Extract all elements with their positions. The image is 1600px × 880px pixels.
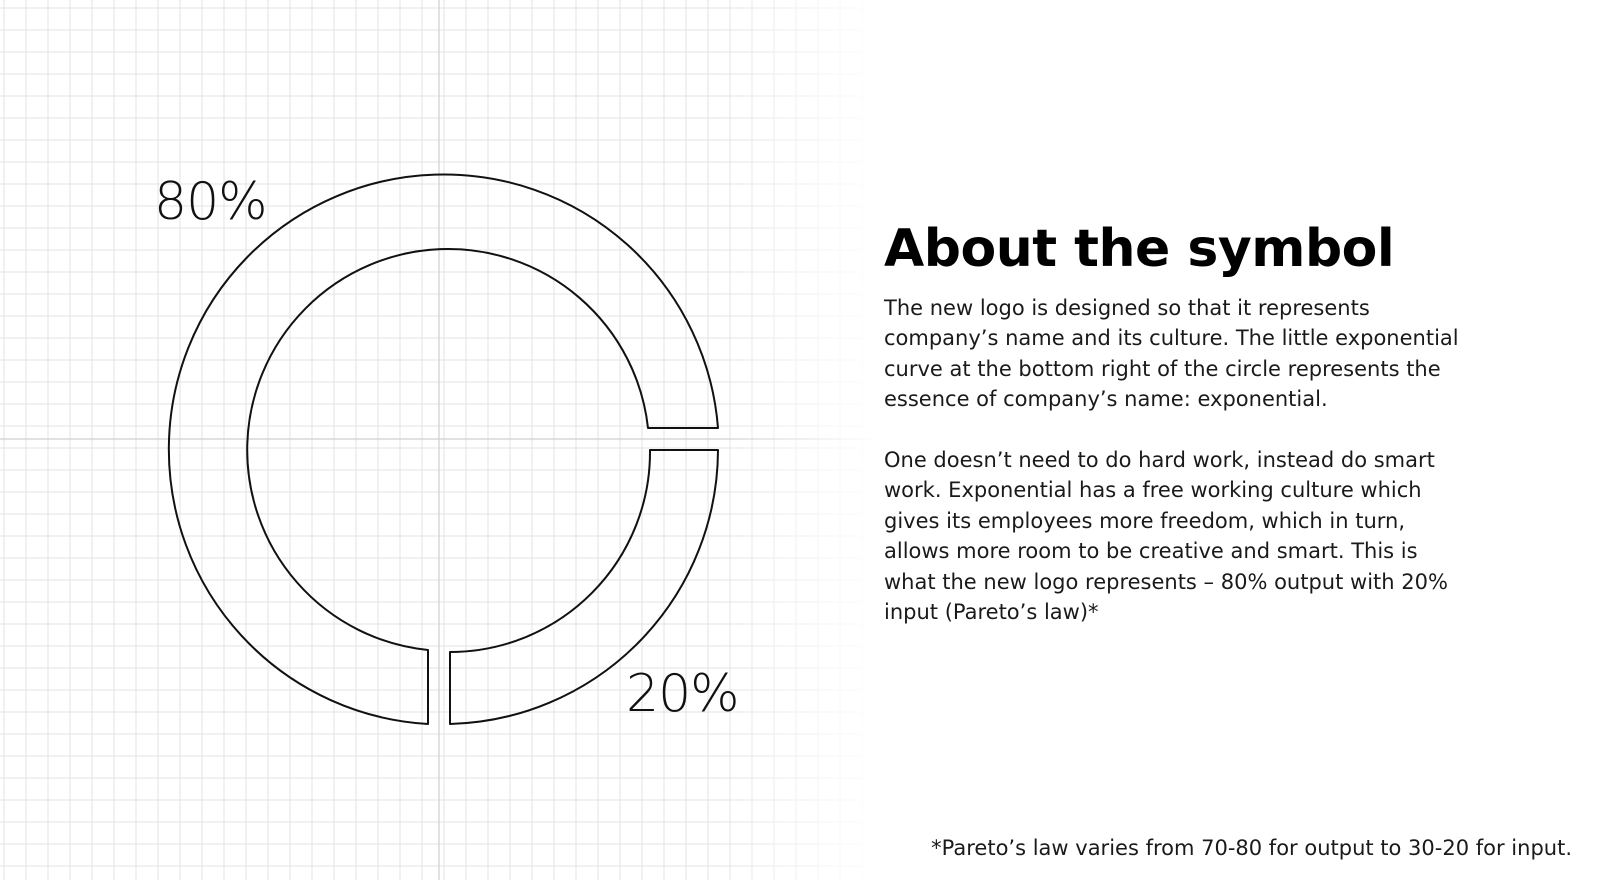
segment-20-percent [449, 449, 719, 725]
grid-fade [0, 0, 880, 880]
segment-80-percent [167, 173, 719, 725]
footnote: *Pareto’s law varies from 70-80 for outp… [931, 836, 1572, 860]
label-80-percent: 80% [154, 172, 268, 232]
about-panel: About the symbol The new logo is designe… [884, 222, 1484, 658]
page-title: About the symbol [884, 219, 1395, 279]
about-paragraph-1: The new logo is designed so that it repr… [884, 295, 1459, 412]
logo-symbol [167, 173, 719, 725]
about-paragraph-2: One doesn’t need to do hard work, instea… [884, 447, 1448, 625]
label-20-percent: 20% [626, 664, 740, 724]
grid-background [0, 0, 880, 880]
